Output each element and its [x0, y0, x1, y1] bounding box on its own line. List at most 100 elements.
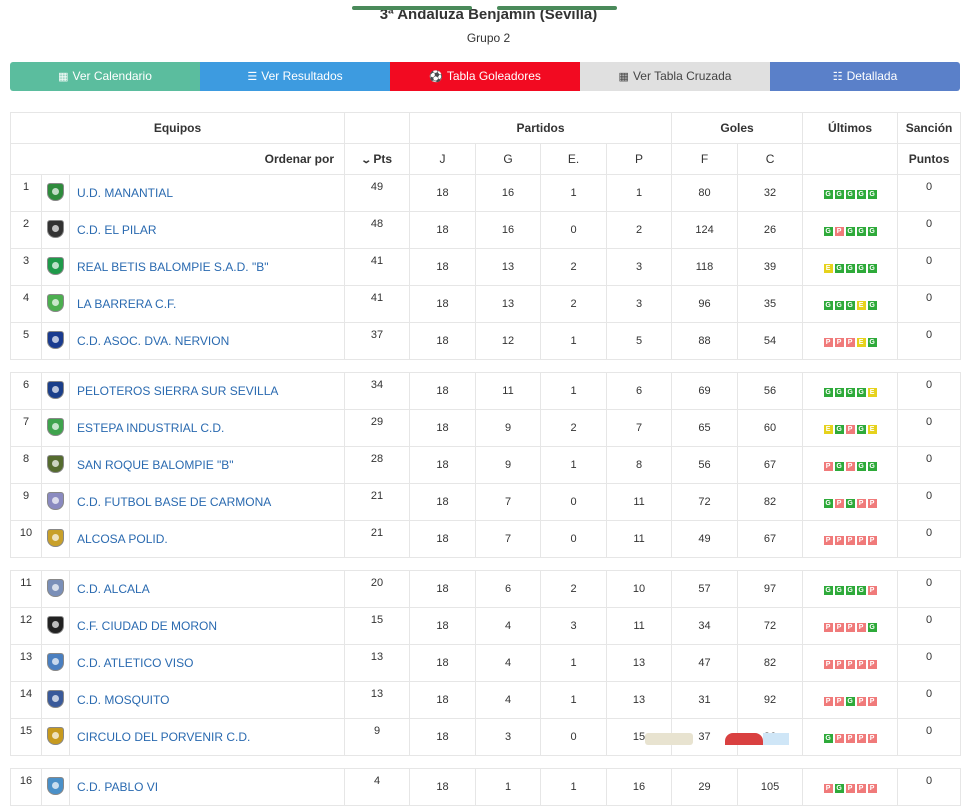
ver-calendario-button[interactable]: ▦ Ver Calendario: [10, 62, 200, 91]
sort-by-pts-button[interactable]: ⌄Pts: [344, 143, 411, 175]
header-f: F: [671, 143, 739, 175]
team-link[interactable]: U.D. MANANTIAL: [77, 186, 174, 200]
result-badge: P: [856, 734, 866, 743]
result-badge: P: [845, 660, 855, 669]
team-crest-icon: [47, 578, 64, 597]
header-goles: Goles: [671, 112, 804, 144]
result-badge: P: [834, 227, 844, 236]
ad-banner[interactable]: [497, 6, 617, 10]
ad-banner[interactable]: [352, 6, 472, 10]
team-link[interactable]: REAL BETIS BALOMPIE S.A.D. "B": [77, 260, 269, 274]
points-cell: 28: [344, 446, 411, 484]
team-link[interactable]: C.D. MOSQUITO: [77, 693, 170, 707]
lost-cell: 8: [606, 446, 673, 484]
result-badge: P: [834, 623, 844, 632]
list-alt-icon: ☷: [832, 71, 843, 83]
won-cell: 7: [475, 483, 542, 521]
goals-against-cell: 35: [737, 285, 804, 323]
result-badge: G: [856, 227, 866, 236]
played-cell: 18: [409, 409, 477, 447]
result-badge: E: [867, 425, 877, 434]
team-name-cell: C.D. ALCALA: [68, 570, 346, 608]
won-cell: 4: [475, 644, 542, 682]
position-cell: 14: [10, 681, 42, 719]
result-badge: G: [856, 586, 866, 595]
team-link[interactable]: C.D. PABLO VI: [77, 780, 159, 794]
team-link[interactable]: C.F. CIUDAD DE MORON: [77, 619, 218, 633]
result-badge: G: [823, 227, 833, 236]
header-e: E.: [540, 143, 608, 175]
points-cell: 13: [344, 644, 411, 682]
result-badge: G: [856, 388, 866, 397]
team-link[interactable]: PELOTEROS SIERRA SUR SEVILLA: [77, 384, 279, 398]
team-link[interactable]: C.D. ASOC. DVA. NERVION: [77, 334, 230, 348]
result-badge: G: [834, 784, 844, 793]
detallada-button[interactable]: ☷ Detallada: [770, 62, 960, 91]
result-badge: G: [834, 388, 844, 397]
team-link[interactable]: ALCOSA POLID.: [77, 532, 168, 546]
result-badge: P: [823, 536, 833, 545]
result-badge: G: [823, 499, 833, 508]
team-crest-icon: [47, 689, 64, 708]
ver-resultados-label: Ver Resultados: [261, 69, 343, 83]
goals-against-cell: 105: [737, 768, 804, 806]
team-crest-icon: [47, 652, 64, 671]
tabla-goleadores-button[interactable]: ⚽ Tabla Goleadores: [390, 62, 580, 91]
team-link[interactable]: CIRCULO DEL PORVENIR C.D.: [77, 730, 251, 744]
lost-cell: 13: [606, 681, 673, 719]
points-cell: 21: [344, 520, 411, 558]
team-link[interactable]: C.D. ATLETICO VISO: [77, 656, 194, 670]
table-row: 7 ESTEPA INDUSTRIAL C.D. 29 18 9 2 7 65 60 E G P G E 0: [10, 409, 962, 447]
ver-resultados-button[interactable]: ☰ Ver Resultados: [200, 62, 390, 91]
team-name-cell: LA BARRERA C.F.: [68, 285, 346, 323]
goals-for-cell: 124: [671, 211, 739, 249]
points-cell: 21: [344, 483, 411, 521]
team-link[interactable]: C.D. EL PILAR: [77, 223, 157, 237]
lost-cell: 11: [606, 607, 673, 645]
table-row: 16 C.D. PABLO VI 4 18 1 1 16 29 105 P G P P P 0: [10, 768, 962, 806]
result-badge: P: [823, 338, 833, 347]
result-badge: G: [834, 301, 844, 310]
team-link[interactable]: SAN ROQUE BALOMPIE "B": [77, 458, 234, 472]
team-crest-icon: [47, 417, 64, 436]
result-badge: P: [845, 462, 855, 471]
team-name-cell: C.D. FUTBOL BASE DE CARMONA: [68, 483, 346, 521]
lost-cell: 16: [606, 768, 673, 806]
calendar-icon: ▦: [58, 71, 69, 83]
points-cell: 20: [344, 570, 411, 608]
ver-calendario-label: Ver Calendario: [72, 69, 152, 83]
team-crest-cell: [41, 644, 70, 682]
won-cell: 12: [475, 322, 542, 360]
tabla-goleadores-label: Tabla Goleadores: [446, 69, 541, 83]
position-cell: 2: [10, 211, 42, 249]
drawn-cell: 2: [540, 248, 608, 286]
result-badge: G: [845, 388, 855, 397]
ad-banner[interactable]: [645, 733, 693, 745]
drawn-cell: 1: [540, 681, 608, 719]
ad-banner[interactable]: [725, 733, 763, 745]
result-badge: P: [856, 697, 866, 706]
team-name-cell: C.D. EL PILAR: [68, 211, 346, 249]
ad-close-icon[interactable]: [763, 733, 789, 745]
goals-against-cell: 26: [737, 211, 804, 249]
team-crest-icon: [47, 182, 64, 201]
team-crest-icon: [47, 380, 64, 399]
header-ultimos: Últimos: [802, 112, 899, 144]
team-name-cell: C.F. CIUDAD DE MORON: [68, 607, 346, 645]
table-row: 13 C.D. ATLETICO VISO 13 18 4 1 13 47 82 P P P P P 0: [10, 644, 962, 682]
result-badge: P: [856, 499, 866, 508]
team-link[interactable]: C.D. ALCALA: [77, 582, 150, 596]
team-link[interactable]: C.D. FUTBOL BASE DE CARMONA: [77, 495, 272, 509]
played-cell: 18: [409, 372, 477, 410]
team-link[interactable]: LA BARRERA C.F.: [77, 297, 177, 311]
sanction-points-cell: 0: [897, 409, 962, 447]
team-link[interactable]: ESTEPA INDUSTRIAL C.D.: [77, 421, 225, 435]
ver-tabla-cruzada-button[interactable]: ▦ Ver Tabla Cruzada: [580, 62, 770, 91]
played-cell: 18: [409, 174, 477, 212]
